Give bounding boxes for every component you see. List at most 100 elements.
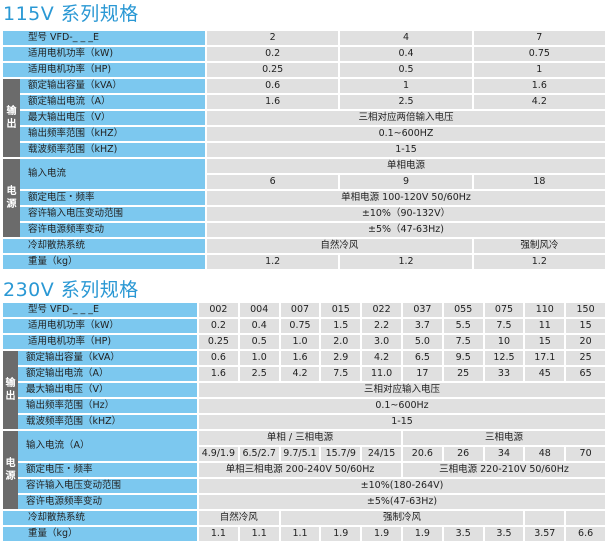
- value-cell: 25: [564, 351, 605, 365]
- value-cell: 6.6: [564, 527, 605, 541]
- row-label: 重量（kg）: [3, 255, 205, 269]
- value-cell: 2.5: [237, 367, 279, 381]
- table-row: 电源 输入电流（A） 单相 / 三相电源 三相电源: [3, 431, 605, 509]
- value-cell: 1-15: [205, 143, 605, 157]
- table-row: 输出 额定输出容量（kVA） 0.6 1.0 1.6 2.9 4.2 6.5 9.5 12.5 17…: [3, 351, 605, 429]
- value-cell: 9: [338, 175, 472, 189]
- value-cell: 3.0: [360, 335, 401, 349]
- value-cell: 1.1: [278, 527, 320, 541]
- value-cell: 1.1: [197, 527, 238, 541]
- value-cell: 1: [471, 63, 605, 77]
- table-row: 容许电源频率变动 ±5%（47-63Hz): [3, 223, 605, 237]
- value-cell: 4.2: [471, 95, 605, 109]
- table-row: 容许电源频率变动 ±5%(47-63Hz): [3, 495, 605, 509]
- value-cell: 5.5: [441, 319, 483, 333]
- value-cell: 2.0: [319, 335, 361, 349]
- value-cell: 1.2: [338, 255, 472, 269]
- table-row: 适用电机功率（HP) 0.25 0.5 1.0 2.0 3.0 5.0 7.5 10 15 20: [3, 335, 605, 349]
- value-cell: 自然冷风: [197, 511, 279, 525]
- table-row: 输出 额定输出容量（kVA） 0.6 1 1.6: [3, 79, 605, 157]
- row-label: 额定输出容量（kVA）: [20, 79, 205, 93]
- table-row: 最大输出电压（V） 三相对应两倍输入电压: [3, 111, 605, 125]
- row-label: 适用电机功率（HP): [3, 335, 197, 349]
- row-label: 重量（kg）: [3, 527, 197, 541]
- value-cell: 7.5: [441, 335, 483, 349]
- value-cell: ±5%（47-63Hz): [205, 223, 605, 237]
- value-cell: 0.2: [197, 319, 238, 333]
- row-label: 输入电流: [20, 159, 205, 189]
- value-cell: 48: [523, 447, 565, 461]
- table-row: 冷却散热系统 自然冷风 强制冷风: [3, 511, 605, 525]
- value-cell: 7: [471, 31, 605, 45]
- table-row: 适用电机功率（kW) 0.2 0.4 0.75: [3, 47, 605, 61]
- table-row: 冷却散热系统 自然冷风 强制风冷: [3, 239, 605, 253]
- value-cell: 7.5: [482, 319, 524, 333]
- value-cell: 6: [205, 175, 339, 189]
- value-cell: 150: [564, 303, 605, 317]
- row-label: 容许输入电压变动范围: [18, 479, 197, 493]
- value-cell: 0.6: [205, 79, 339, 93]
- value-cell: 11.0: [360, 367, 401, 381]
- value-cell: 15.7/9: [319, 447, 361, 461]
- value-cell: 65: [564, 367, 605, 381]
- value-cell: 三相电源 220-210V 50/60Hz: [400, 463, 605, 477]
- value-cell: 强制风冷: [471, 239, 605, 253]
- value-cell: [523, 511, 565, 525]
- value-cell: 1.2: [205, 255, 339, 269]
- row-label: 输入电流（A）: [18, 431, 197, 461]
- table-row: 额定输出电流（A） 1.6 2.5 4.2: [3, 95, 605, 109]
- value-cell: 11: [523, 319, 565, 333]
- value-cell: 7.5: [319, 367, 361, 381]
- value-cell: 037: [400, 303, 442, 317]
- value-cell: 2.9: [319, 351, 361, 365]
- value-cell: 33: [482, 367, 524, 381]
- value-cell: 4: [338, 31, 472, 45]
- row-label: 型号 VFD-_ _ _E: [3, 303, 197, 317]
- value-cell: 3.5: [482, 527, 524, 541]
- value-cell: 三相对应两倍输入电压: [205, 111, 605, 125]
- value-cell: ±10%(180-264V): [197, 479, 605, 493]
- table-row: 电源 输入电流 单相电源: [3, 159, 605, 237]
- value-cell: 1: [338, 79, 472, 93]
- value-cell: 单相三相电源 200-240V 50/60Hz: [197, 463, 401, 477]
- value-cell: 1.1: [237, 527, 279, 541]
- row-label: 容许电源频率变动: [18, 495, 197, 509]
- value-cell: 强制冷风: [278, 511, 524, 525]
- value-cell: 0.5: [237, 335, 279, 349]
- table-row: 4.9/1.9 6.5/2.7 9.7/5.1 15.7/9 24/15 20.6 26 34…: [3, 447, 605, 461]
- series-230v-title: 230V 系列规格: [3, 279, 139, 301]
- value-cell: 1.6: [278, 351, 320, 365]
- table-row: 载波频率范围（kHZ） 1-15: [3, 415, 605, 429]
- value-cell: 0.5: [338, 63, 472, 77]
- group-label: 电源: [3, 159, 20, 237]
- value-cell: 2: [205, 31, 339, 45]
- value-cell: 0.1~600HZ: [205, 127, 605, 141]
- value-cell: 45: [523, 367, 565, 381]
- row-label: 输出频率范围（Hz）: [18, 399, 197, 413]
- value-cell: 3.7: [400, 319, 442, 333]
- value-cell: 25: [441, 367, 483, 381]
- value-cell: 70: [564, 447, 605, 461]
- row-label: 冷却散热系统: [3, 239, 205, 253]
- row-label: 额定电压・频率: [20, 191, 205, 205]
- value-cell: 2.2: [360, 319, 401, 333]
- value-cell: 1.0: [237, 351, 279, 365]
- row-label: 额定电压・频率: [18, 463, 197, 477]
- row-label: 载波频率范围（kHZ）: [18, 415, 197, 429]
- group-label: 输出: [3, 79, 20, 157]
- value-cell: 1.6: [471, 79, 605, 93]
- group-label: 电源: [3, 431, 18, 509]
- value-cell: 4.2: [360, 351, 401, 365]
- row-label: 容许输入电压变动范围: [20, 207, 205, 221]
- value-cell: 单相电源 100-120V 50/60Hz: [205, 191, 605, 205]
- value-cell: 17.1: [523, 351, 565, 365]
- table-row: 最大输出电压（V） 三相对应输入电压: [3, 383, 605, 397]
- value-cell: 自然冷风: [205, 239, 472, 253]
- value-cell: 17: [400, 367, 442, 381]
- table-row: 6 9 18: [3, 175, 605, 189]
- row-label: 额定输出电流（A）: [20, 95, 205, 109]
- value-cell: 2.5: [338, 95, 472, 109]
- row-label: 额定输出电流（A）: [18, 367, 197, 381]
- table-row: 重量（kg） 1.2 1.2 1.2: [3, 255, 605, 269]
- table-row: 容许输入电压变动范围 ±10%(180-264V): [3, 479, 605, 493]
